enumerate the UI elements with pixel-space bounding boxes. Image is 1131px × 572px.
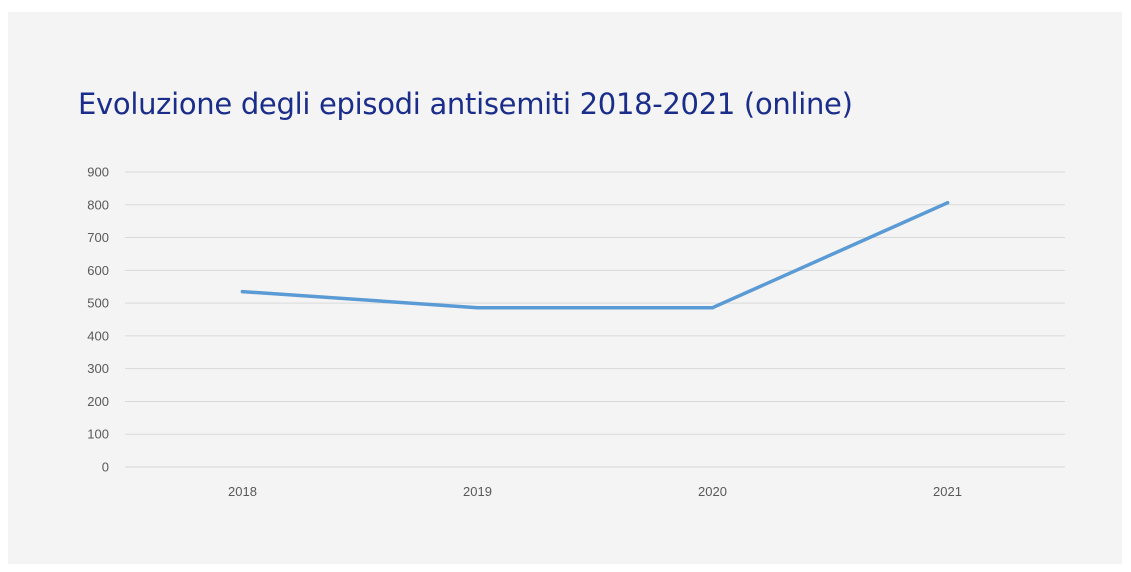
y-tick-label: 0	[102, 460, 109, 475]
x-tick-label: 2018	[228, 484, 257, 499]
y-tick-label: 400	[87, 328, 109, 343]
data-point-2018	[241, 290, 245, 294]
data-point-2021	[946, 201, 950, 205]
x-tick-label: 2019	[463, 484, 492, 499]
data-point-2020	[711, 306, 715, 310]
x-tick-label: 2020	[698, 484, 727, 499]
series-line-0	[243, 203, 948, 308]
y-tick-label: 600	[87, 263, 109, 278]
y-tick-label: 700	[87, 230, 109, 245]
y-tick-label: 800	[87, 197, 109, 212]
y-tick-label: 100	[87, 427, 109, 442]
y-tick-label: 900	[87, 165, 109, 180]
x-tick-label: 2021	[933, 484, 962, 499]
y-tick-label: 200	[87, 394, 109, 409]
y-tick-label: 500	[87, 296, 109, 311]
data-point-2019	[476, 306, 480, 310]
y-tick-label: 300	[87, 361, 109, 376]
